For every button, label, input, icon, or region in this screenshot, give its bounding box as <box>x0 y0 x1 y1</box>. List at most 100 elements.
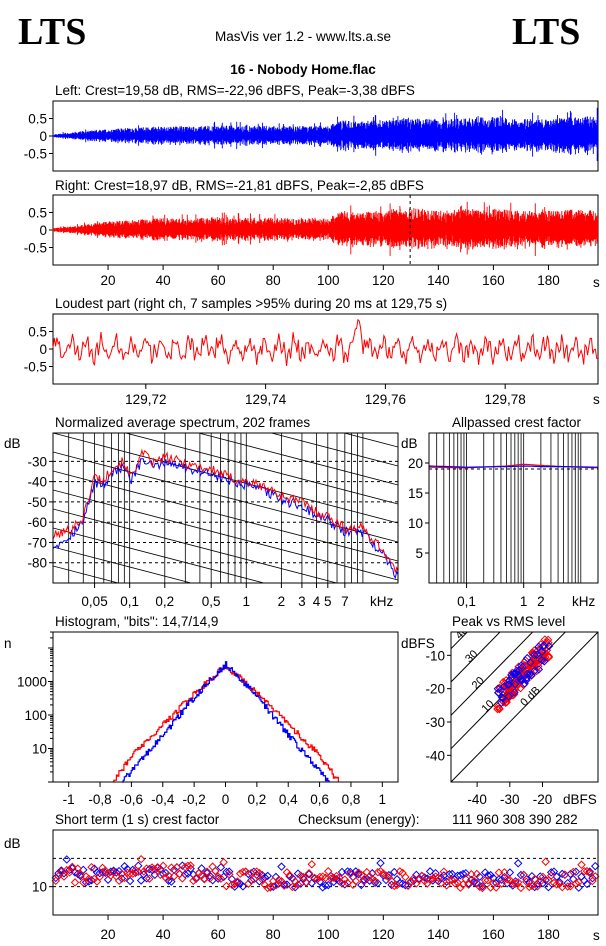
crest-point <box>79 878 88 887</box>
crest-point <box>357 870 366 880</box>
crest-point <box>257 875 267 884</box>
loudest-ytick-label: 0.5 <box>28 325 47 340</box>
allpassed-ytick-label: 15 <box>408 486 423 501</box>
crest-point <box>216 863 226 872</box>
peak-rms-point <box>529 659 539 668</box>
crest-point <box>290 877 300 886</box>
spectrum-xtick-label: 0,1 <box>120 594 139 609</box>
crest-xtick-label: 140 <box>427 927 450 942</box>
crest-point <box>205 874 215 883</box>
g-left-ytick-label: 0 <box>39 129 47 144</box>
peak-rms-crest-label: 40 <box>453 625 470 642</box>
crest-point <box>136 854 146 864</box>
g-right-ytick-label: 0.5 <box>28 206 47 221</box>
crest-point <box>456 883 465 892</box>
peak-rms-point <box>503 694 513 703</box>
crest-point <box>194 868 204 878</box>
crest-point <box>257 870 267 880</box>
crest-xtick-label: 60 <box>211 927 226 942</box>
spectrum-ytick-label: -70 <box>27 535 47 550</box>
histogram-xtick-label: -0,8 <box>88 792 111 807</box>
crest-point <box>417 871 427 881</box>
g-right-xtick-label: 100 <box>317 273 340 288</box>
allpassed-crest-plot: 20 15 10 5 0,1 1 2 <box>408 432 599 609</box>
crest-point <box>428 874 438 883</box>
spectrum-slope-line <box>53 451 398 543</box>
crest-point <box>167 877 176 886</box>
crest-point <box>216 874 226 883</box>
histogram-title: Histogram, "bits": 14,7/14,9 <box>55 614 218 629</box>
histogram-plot: 1000 100 10 -1 -0,8 -0,6 -0,4 -0,2 0 0,2 0,4 0,6 0,8… <box>17 631 399 807</box>
crest-point <box>346 869 355 879</box>
peak-rms-crest-label: 10 <box>479 698 496 715</box>
allpassed-xtick-label: 1 <box>520 594 528 609</box>
allpassed-series-line <box>429 465 598 468</box>
crest-point <box>381 871 391 880</box>
crest-point <box>362 874 372 884</box>
peak-rms-point <box>530 666 539 675</box>
histogram-xtick-label: -0,2 <box>183 792 206 807</box>
crest-point <box>208 862 217 871</box>
crest-point <box>354 868 363 878</box>
crest-point <box>302 878 311 887</box>
crest-point <box>161 873 171 883</box>
crest-title: Short term (1 s) crest factor <box>55 812 220 827</box>
spectrum-slope-line <box>53 489 398 581</box>
crest-point <box>505 875 515 885</box>
allpassed-ylabel: dB <box>401 436 418 451</box>
crest-point <box>81 872 91 881</box>
g-right-series-line <box>52 201 599 256</box>
peak-rms-point <box>502 697 511 707</box>
crest-point <box>106 871 116 880</box>
histogram-xtick-label: 0,4 <box>279 792 298 807</box>
crest-point <box>224 867 234 876</box>
g-right-ytick-label: -0.5 <box>24 241 47 256</box>
crest-point <box>368 869 377 878</box>
crest-point <box>483 876 493 885</box>
crest-point <box>191 873 201 883</box>
crest-point <box>323 866 333 876</box>
spectrum-xtick-label: 3 <box>298 594 306 609</box>
spectrum-slope-line <box>53 642 398 732</box>
spectrum-ytick-label: -40 <box>27 475 47 490</box>
spectrum-xtick-label: 0,2 <box>155 594 174 609</box>
crest-point <box>555 879 564 888</box>
loudest-xtick-label: 129,74 <box>245 392 287 407</box>
crest-point <box>139 867 149 876</box>
crest-point <box>312 875 322 884</box>
histogram-xtick-label: 0,2 <box>247 792 266 807</box>
crest-point <box>513 859 523 868</box>
crest-point <box>491 883 501 892</box>
histogram-series-line <box>122 661 330 783</box>
allpassed-xtick-label: 0,1 <box>457 594 476 609</box>
crest-point <box>439 867 449 876</box>
loudest-series-line <box>52 318 599 367</box>
crest-point <box>62 855 71 864</box>
crest-frame <box>52 829 599 916</box>
peak-rms-point <box>532 650 542 660</box>
peak-rms-crest-line <box>451 632 598 782</box>
allpassed-ytick-label: 10 <box>408 516 423 531</box>
crest-point <box>494 868 504 877</box>
crest-point <box>480 876 490 885</box>
crest-point <box>591 872 600 881</box>
crest-point <box>373 878 383 888</box>
histogram-xtick-label: -0,6 <box>120 792 143 807</box>
crest-point <box>434 873 443 882</box>
crest-point <box>500 872 509 882</box>
spectrum-ytick-label: -50 <box>27 495 47 510</box>
loudest-xtick-label: 129,76 <box>365 392 406 407</box>
crest-point <box>379 869 388 878</box>
peak-rms-point <box>498 693 507 703</box>
left-title: Left: Crest=19,58 dB, RMS=-22,96 dBFS, P… <box>55 83 415 98</box>
crest-point <box>519 870 528 880</box>
crest-point <box>590 861 600 871</box>
crest-point <box>233 877 242 886</box>
spectrum-xtick-label: 0,05 <box>81 594 107 609</box>
crest-point <box>252 867 261 876</box>
crest-point <box>213 872 223 881</box>
file-title: 16 - Nobody Home.flac <box>230 62 376 77</box>
crest-xtick-label: 160 <box>482 927 505 942</box>
crest-point <box>87 862 96 872</box>
